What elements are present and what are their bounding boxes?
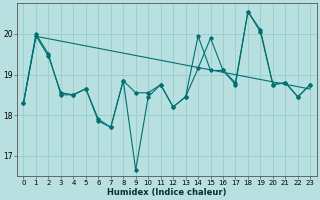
- X-axis label: Humidex (Indice chaleur): Humidex (Indice chaleur): [107, 188, 227, 197]
